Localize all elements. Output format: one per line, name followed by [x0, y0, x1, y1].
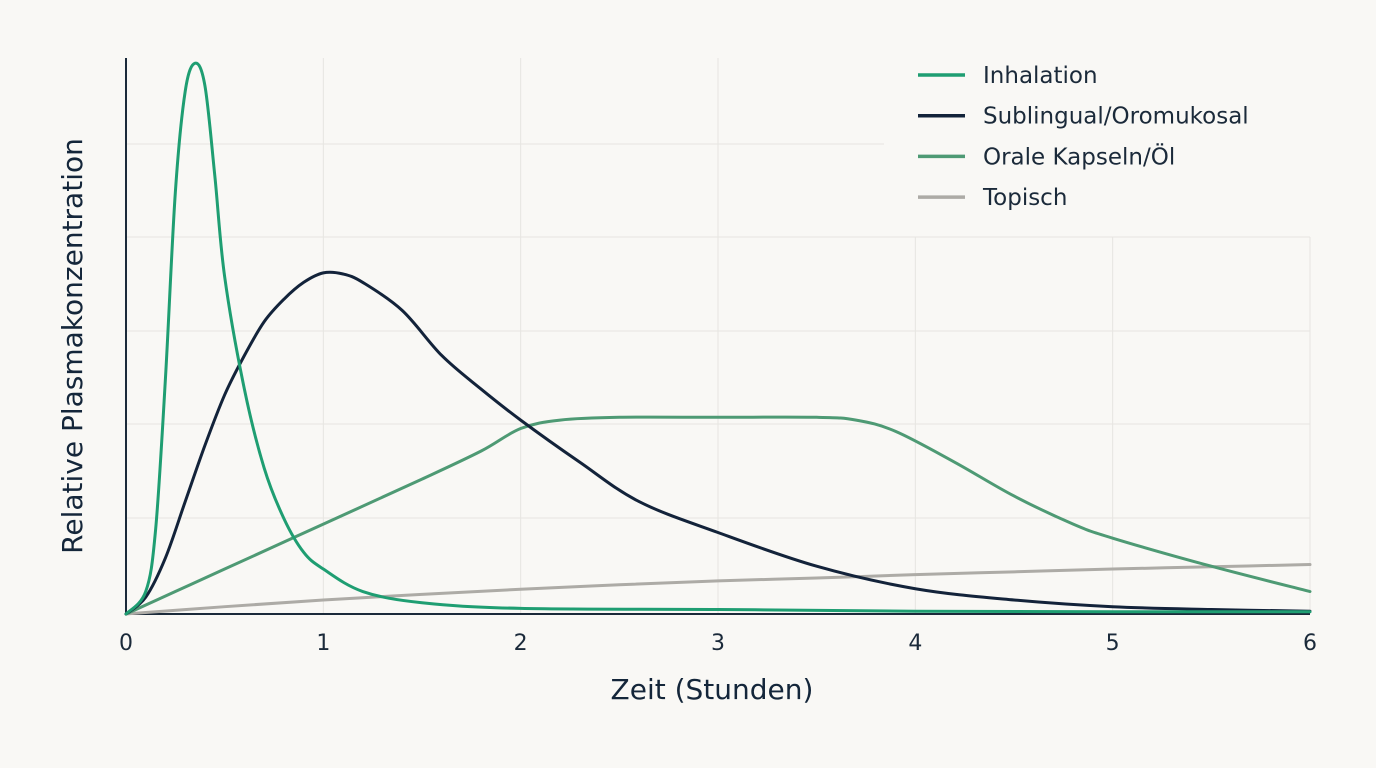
series-lines	[124, 61, 1312, 616]
x-tick-label: 1	[316, 631, 330, 656]
x-tick-label: 3	[711, 631, 725, 656]
legend-label: Inhalation	[983, 63, 1098, 89]
axes	[125, 58, 1310, 615]
series-line-1	[124, 270, 1312, 616]
series-line-3	[124, 563, 1312, 616]
grid	[126, 58, 1311, 614]
x-axis-title: Zeit (Stunden)	[611, 673, 814, 706]
x-tick-label: 4	[908, 631, 922, 656]
x-tick-label: 2	[514, 631, 528, 656]
x-tick-labels: 0 1 2 3 4 5 6	[119, 631, 1317, 656]
y-axis-title: Relative Plasmakonzentration	[56, 138, 89, 554]
series-line-2	[124, 415, 1312, 616]
legend: Inhalation Sublingual/Oromukosal Orale Kap…	[918, 63, 1249, 211]
x-tick-label: 6	[1303, 631, 1317, 656]
x-tick-label: 5	[1106, 631, 1120, 656]
legend-label: Orale Kapseln/Öl	[983, 142, 1175, 170]
x-tick-label: 0	[119, 631, 133, 656]
legend-label: Topisch	[982, 185, 1067, 211]
legend-label: Sublingual/Oromukosal	[983, 104, 1249, 130]
series-line-0	[124, 61, 1312, 616]
